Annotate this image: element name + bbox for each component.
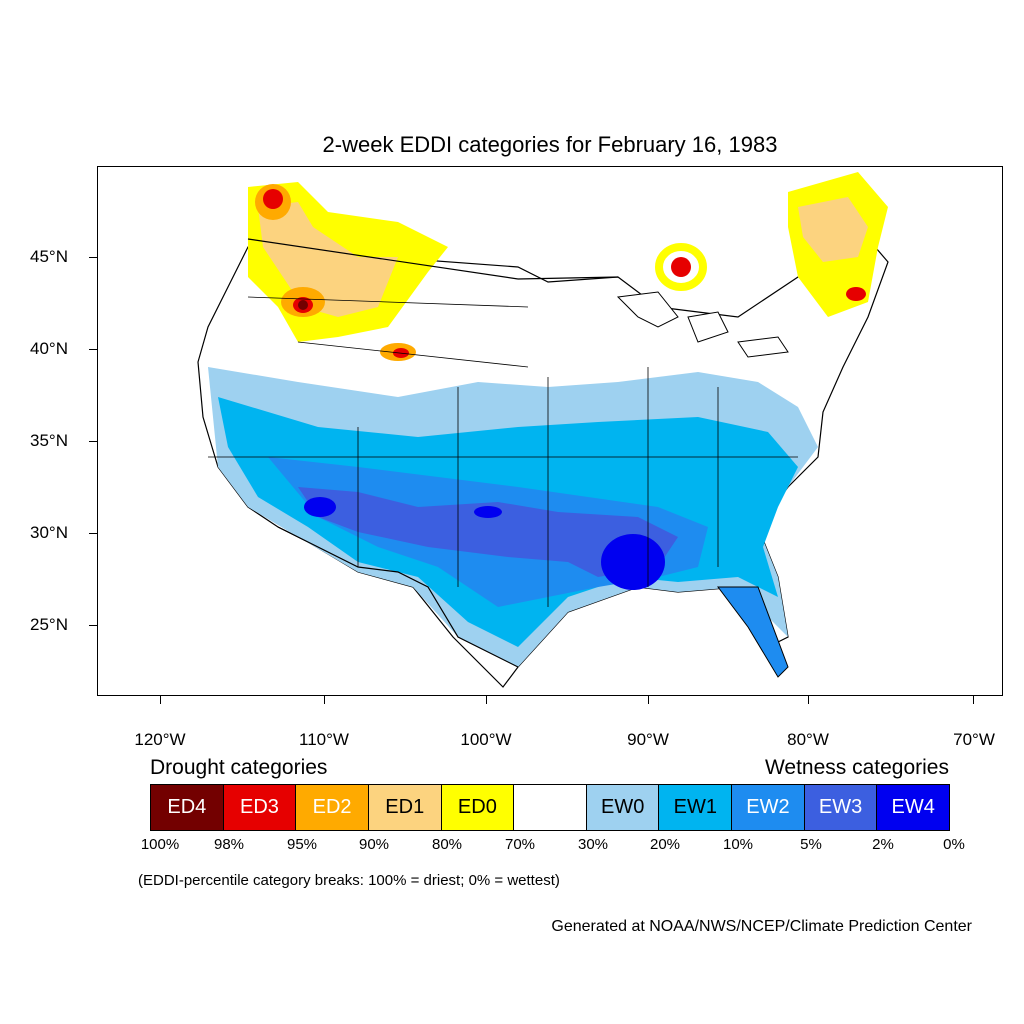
pct-break-0: 0% <box>943 836 965 853</box>
pct-break-100: 100% <box>140 836 180 853</box>
wetness-categories-heading: Wetness categories <box>764 756 949 779</box>
lat-tick-30n <box>89 533 97 534</box>
pct-break-70: 70% <box>504 836 536 853</box>
pct-break-5: 5% <box>800 836 822 853</box>
lat-tick-40n <box>89 349 97 350</box>
legend-swatch-ew1: EW1 <box>659 785 733 830</box>
lon-tick-90w <box>648 696 649 704</box>
eddi-map-canvas <box>197 172 889 688</box>
drought-categories-heading: Drought categories <box>150 756 328 779</box>
great-lakes <box>616 291 789 358</box>
lon-label-70w: 70°W <box>953 730 995 749</box>
region-ed4-idaho <box>298 300 308 310</box>
lon-label-100w: 100°W <box>460 730 512 749</box>
canada-border <box>247 238 619 280</box>
pct-break-98: 98% <box>213 836 245 853</box>
lat-tick-35n <box>89 441 97 442</box>
legend-swatch-ew2: EW2 <box>732 785 805 830</box>
legend-swatch-ed1: ED1 <box>368 785 442 830</box>
breaks-note: (EDDI-percentile category breaks: 100% =… <box>138 872 560 889</box>
lon-tick-80w <box>808 696 809 704</box>
legend-swatch-ed2: ED2 <box>296 785 369 830</box>
map-title: 2-week EDDI categories for February 16, … <box>322 132 778 157</box>
region-ew4-south <box>601 534 665 590</box>
pct-break-95: 95% <box>286 836 318 853</box>
legend-swatch-neutral <box>514 785 587 830</box>
pct-break-80: 80% <box>431 836 463 853</box>
region-ew4-southwest <box>304 497 336 517</box>
legend-swatch-ed0: ED0 <box>441 785 515 830</box>
pct-break-10: 10% <box>722 836 754 853</box>
region-ed3-bc <box>263 189 283 209</box>
lat-label-35n: 35°N <box>30 431 68 450</box>
lat-label-30n: 30°N <box>30 523 68 542</box>
region-ew4-oklahoma <box>474 506 502 518</box>
lat-label-45n: 45°N <box>30 247 68 266</box>
lon-label-120w: 120°W <box>134 730 186 749</box>
credit-line: Generated at NOAA/NWS/NCEP/Climate Predi… <box>551 918 972 935</box>
florida <box>717 586 789 678</box>
category-legend-bar: ED4 ED3 ED2 ED1 ED0 EW0 EW1 EW2 EW3 EW4 <box>150 784 950 831</box>
legend-swatch-ew3: EW3 <box>804 785 878 830</box>
mexico-border <box>277 526 519 668</box>
lat-tick-25n <box>89 625 97 626</box>
legend-swatch-ed4: ED4 <box>151 785 224 830</box>
pct-break-30: 30% <box>577 836 609 853</box>
state-lines <box>208 296 798 607</box>
lon-label-90w: 90°W <box>627 730 669 749</box>
pct-break-90: 90% <box>358 836 390 853</box>
pct-break-2: 2% <box>872 836 894 853</box>
lat-tick-45n <box>89 257 97 258</box>
lon-tick-120w <box>160 696 161 704</box>
legend-swatch-ew0: EW0 <box>586 785 660 830</box>
region-ed1-northeast <box>798 197 868 262</box>
lon-tick-100w <box>486 696 487 704</box>
lon-tick-110w <box>324 696 325 704</box>
lat-label-40n: 40°N <box>30 339 68 358</box>
legend-swatch-ed3: ED3 <box>223 785 297 830</box>
lat-label-25n: 25°N <box>30 615 68 634</box>
region-ed3-ontario <box>671 257 691 277</box>
eddi-map <box>97 166 1003 696</box>
region-ed3-maine <box>846 287 866 301</box>
pct-break-20: 20% <box>649 836 681 853</box>
lon-label-110w: 110°W <box>299 730 349 749</box>
lon-label-80w: 80°W <box>787 730 829 749</box>
region-ew3 <box>298 487 678 577</box>
region-ed0-ontario <box>655 243 707 291</box>
region-ed1-northwest <box>258 202 398 317</box>
legend-swatch-ew4: EW4 <box>877 785 950 830</box>
lon-tick-70w <box>973 696 974 704</box>
